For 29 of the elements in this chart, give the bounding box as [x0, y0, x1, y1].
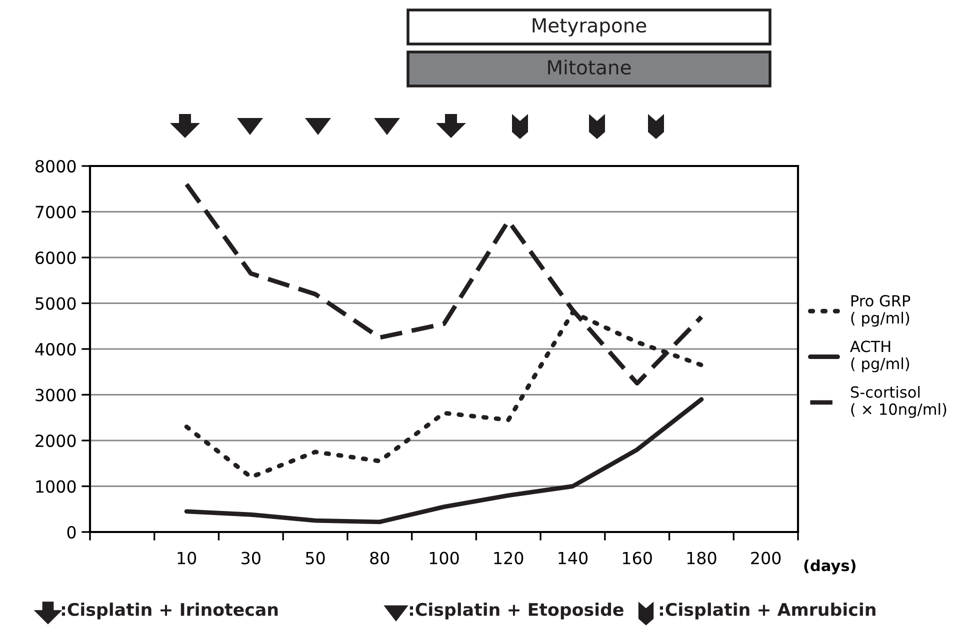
y-tick-label: 3000	[36, 388, 76, 402]
y-tick-label: 5000	[36, 297, 76, 310]
text: Metyrapone	[532, 18, 646, 36]
y-tick-label: 0	[67, 526, 76, 539]
legend-label: S-cortisol ( × 10ng/ml)	[850, 386, 946, 418]
legend-label: Pro GRP ( pg/ml)	[851, 295, 910, 327]
y-tick-label: 6000	[36, 251, 76, 264]
y-tick-label: 8000	[36, 160, 76, 173]
y-tick-label: 2000	[36, 434, 76, 448]
x-tick-label: 80	[370, 552, 390, 564]
x-axis-title: (days)	[804, 559, 856, 574]
x-tick-label: 30	[242, 552, 260, 564]
line-series	[184, 397, 704, 524]
text: Mitotane	[548, 60, 631, 75]
text: :Cisplatin + Etoposide	[410, 602, 624, 620]
x-tick-label: 200	[751, 552, 781, 564]
x-tick-label: 180	[687, 552, 716, 564]
x-tick-label: 50	[306, 552, 325, 564]
x-tick-label: 10	[178, 552, 196, 564]
x-tick-label: 100	[430, 552, 459, 564]
x-tick-label: 120	[494, 552, 524, 564]
y-tick-label: 7000	[36, 206, 76, 218]
y-tick-label: 4000	[35, 342, 76, 356]
y-tick-label: 1000	[36, 480, 76, 493]
legend-label: ACTH ( pg/ml)	[850, 340, 910, 372]
x-tick-label: 140	[558, 552, 588, 564]
text: :Cisplatin + Irinotecan	[62, 602, 278, 620]
x-tick-label: 160	[623, 552, 652, 564]
text: :Cisplatin + Amrubicin	[660, 602, 876, 620]
